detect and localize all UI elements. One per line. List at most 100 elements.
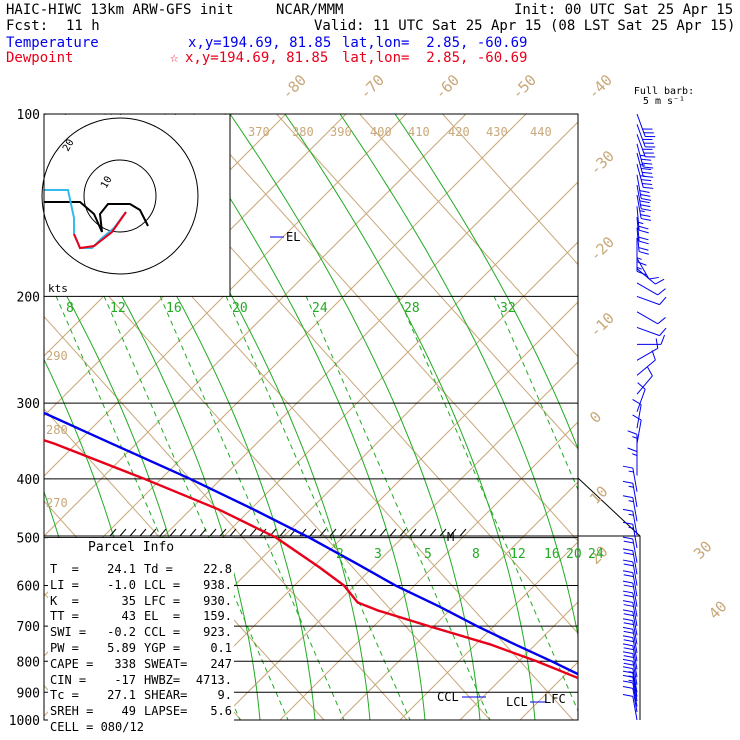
parcel-info-cell: LCL =	[144, 577, 181, 592]
hatch-mark	[119, 528, 127, 537]
barb-flag	[638, 229, 649, 234]
barb-flag	[655, 338, 659, 349]
hatch-mark	[179, 528, 187, 537]
hatch-mark	[329, 528, 337, 537]
wind-barb	[622, 680, 638, 707]
barb-shaft	[636, 326, 660, 337]
wind-barb	[636, 366, 653, 395]
barb-shaft	[632, 682, 638, 707]
barb-shaft	[632, 688, 638, 713]
parcel-info-cell: -0.2	[107, 625, 136, 640]
barb-shaft	[632, 696, 638, 721]
barb-half-flag	[628, 671, 634, 674]
center-label: NCAR/MMM	[276, 2, 344, 18]
isotherm-line	[44, 223, 491, 720]
temperature-tick-label: -30	[586, 147, 618, 179]
forecast-label: Fcst:	[6, 18, 49, 34]
parcel-info-cell: 159.	[203, 609, 232, 624]
barb-shaft	[636, 419, 642, 444]
parcel-info-cell: TT =	[50, 609, 79, 624]
barb-flag	[632, 399, 642, 406]
parcel-info-row: SWI = -0.2 CCL = 923.	[50, 625, 234, 640]
barb-half-flag	[636, 257, 642, 260]
hatch-mark	[189, 528, 197, 537]
wind-barb	[622, 600, 638, 627]
wind-barb	[632, 414, 642, 444]
barb-flag	[638, 247, 649, 251]
hatch-mark	[219, 528, 227, 537]
hatch-mark	[129, 528, 137, 537]
temperature-tick-label: -70	[356, 71, 388, 103]
parcel-info-cell: CAPE =	[50, 656, 94, 671]
barb-flag	[643, 166, 654, 169]
pressure-tick-label: 700	[17, 620, 40, 635]
barb-shaft	[636, 347, 659, 361]
wind-barb	[636, 282, 666, 296]
barb-shaft	[636, 282, 659, 296]
barb-flag	[622, 580, 633, 584]
hatch-mark	[409, 528, 417, 537]
parcel-info-cell: 938.	[203, 577, 232, 592]
hatch-mark	[199, 528, 207, 537]
theta-label: 390	[330, 125, 352, 139]
wind-barb	[636, 326, 667, 337]
temperature-tick-label: -80	[278, 71, 310, 103]
wind-barb	[636, 268, 665, 285]
pressure-tick-label: 300	[17, 397, 40, 412]
mixing-ratio-label: 24	[312, 301, 328, 316]
barb-flag	[622, 536, 633, 540]
barb-flag	[622, 651, 633, 655]
parcel-info-cell: 5.6	[210, 704, 232, 719]
mixing-ratio-label: 2	[336, 547, 344, 562]
hodograph-ring-label: 20	[61, 138, 77, 154]
dry-adiabat-line	[159, 301, 578, 720]
wind-barb	[622, 685, 638, 713]
barb-flag	[622, 495, 633, 499]
isotherm-line	[44, 315, 408, 720]
parcel-info-cell: Td =	[144, 562, 173, 576]
dry-adiabat-line	[219, 361, 578, 720]
pressure-tick-label: 100	[17, 108, 40, 123]
parcel-info-cell: 923.	[203, 625, 232, 640]
parcel-info-cell: 9.	[217, 688, 232, 703]
barb-flag	[622, 643, 633, 647]
barb-flag	[622, 559, 633, 563]
wind-barb	[637, 334, 666, 345]
parcel-info-cell: YGP =	[144, 641, 181, 655]
pressure-tick-label: 900	[17, 686, 40, 701]
wind-barb	[622, 570, 638, 597]
dry-adiabat-line	[580, 100, 740, 720]
temperature-tick-label: 0	[586, 408, 605, 427]
barb-flag	[622, 548, 633, 552]
wind-barb	[622, 480, 638, 507]
hatch-mark	[159, 528, 167, 537]
valid-time: Valid: 11 UTC Sat 25 Apr 15 (08 LST Sat …	[314, 18, 736, 34]
mixing-ratio-label: 8	[66, 301, 74, 316]
mixing-ratio-label: 32	[500, 301, 516, 316]
dewpoint-legend-label: Dewpoint	[6, 50, 74, 66]
moist-adiabat-curve	[284, 114, 536, 720]
parcel-info-cell: 35	[121, 593, 136, 608]
barb-flag	[641, 197, 652, 201]
barb-half-flag	[628, 500, 634, 503]
sounding-traces	[44, 411, 578, 680]
dewpoint-latlon: lat,lon= 2.85, -60.69	[342, 50, 528, 66]
barb-flag	[623, 604, 634, 607]
dry-adiabat-line	[279, 421, 578, 720]
barb-flag	[638, 225, 649, 230]
barb-half-flag	[632, 453, 638, 457]
temperature-tick-label: -40	[584, 71, 616, 103]
hatch-mark	[339, 528, 347, 537]
parcel-info-cell: CELL = 080/12	[50, 720, 144, 734]
theta-label: 290	[46, 349, 68, 363]
wind-barb	[636, 350, 656, 376]
wind-barb	[622, 674, 638, 701]
hatch-mark	[439, 528, 447, 537]
lcl-label: LCL	[506, 695, 528, 709]
barb-flag	[632, 414, 642, 421]
wind-barb	[636, 217, 649, 245]
parcel-info-cell: LFC =	[144, 593, 181, 608]
theta-label: 440	[530, 125, 552, 139]
hatch-mark	[229, 528, 237, 537]
parcel-info-row: K = 35 LFC = 930.	[50, 594, 234, 609]
